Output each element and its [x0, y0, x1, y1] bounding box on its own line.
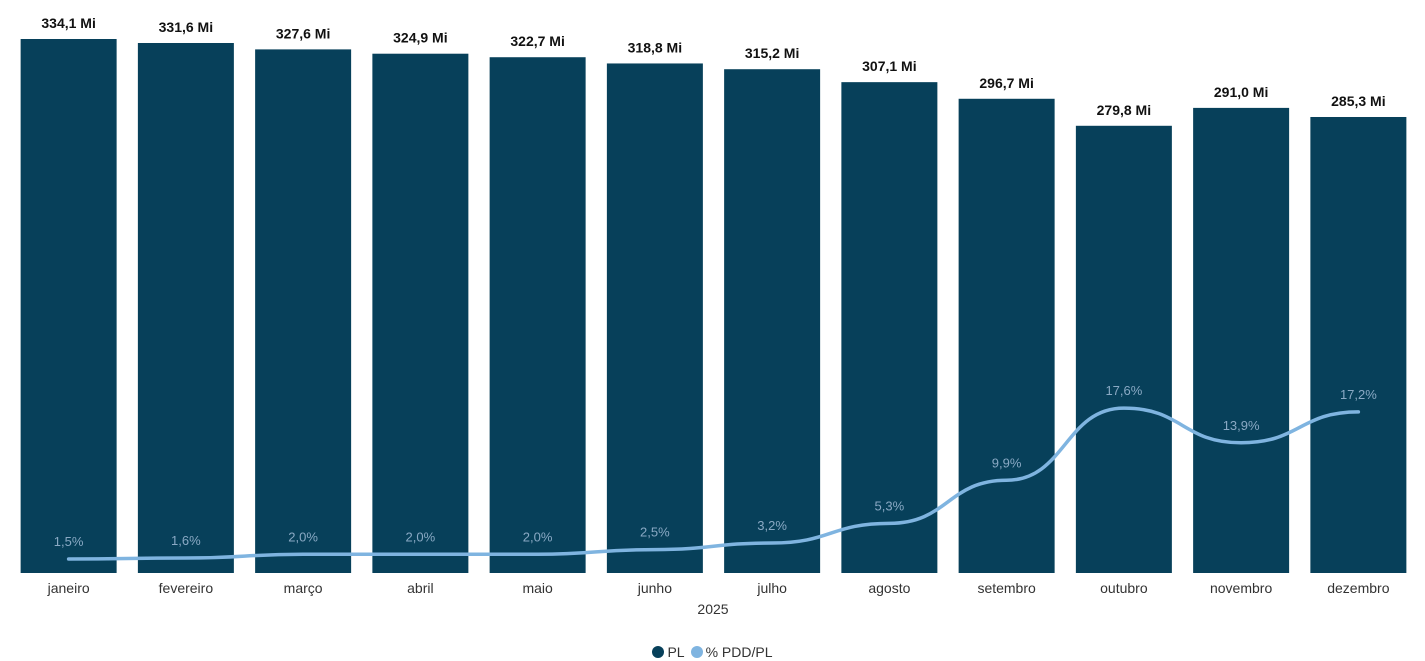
- combo-chart: 334,1 Mi 331,6 Mi 327,6 Mi 324,9 Mi 322,7 Mi…: [20, 15, 1407, 617]
- bar-dezembro[interactable]: [1310, 116, 1407, 574]
- x-axis-title: 2025: [697, 601, 728, 617]
- line-value-label: 2,0%: [523, 529, 553, 544]
- line-value-label: 1,5%: [54, 534, 84, 549]
- bar-agosto[interactable]: [841, 82, 938, 573]
- legend-dot-icon: [690, 646, 703, 658]
- x-tick-label: novembro: [1210, 580, 1272, 596]
- line-data-labels: 1,5% 1,6% 2,0% 2,0% 2,0% 2,5% 3,2% 5,3% 9,9% 17,6…: [54, 383, 1377, 549]
- x-tick-label: setembro: [977, 580, 1036, 596]
- x-tick-label: março: [284, 580, 323, 596]
- bar-abril[interactable]: [372, 53, 469, 573]
- x-axis-ticks: janeiro fevereiro março abril maio junho julho…: [47, 580, 1390, 596]
- x-tick-label: janeiro: [47, 580, 90, 596]
- bar-data-labels: 334,1 Mi 331,6 Mi 327,6 Mi 324,9 Mi 322,7 Mi…: [41, 15, 1385, 118]
- legend-label-pl: PL: [667, 644, 685, 660]
- bar-value-label: 318,8 Mi: [628, 39, 682, 55]
- bar-value-label: 322,7 Mi: [510, 33, 564, 49]
- legend-dot-icon: [652, 646, 665, 658]
- line-value-label: 5,3%: [875, 498, 905, 513]
- bar-value-label: 327,6 Mi: [276, 25, 330, 41]
- x-tick-label: abril: [407, 580, 433, 596]
- line-value-label: 3,2%: [757, 518, 787, 533]
- x-tick-label: junho: [637, 580, 672, 596]
- pdd-line[interactable]: [66, 406, 1361, 561]
- bar-julho[interactable]: [724, 69, 821, 574]
- x-tick-label: maio: [522, 580, 553, 596]
- line-value-label: 1,6%: [171, 533, 201, 548]
- bar-fevereiro[interactable]: [137, 42, 234, 574]
- bar-junho[interactable]: [606, 63, 703, 574]
- line-value-label: 2,5%: [640, 525, 670, 540]
- bar-value-label: 324,9 Mi: [393, 30, 447, 46]
- bar-janeiro[interactable]: [20, 39, 117, 573]
- line-value-label: 2,0%: [288, 529, 318, 544]
- x-tick-label: fevereiro: [159, 580, 214, 596]
- bar-value-label: 291,0 Mi: [1214, 84, 1268, 100]
- bar-value-label: 315,2 Mi: [745, 45, 799, 61]
- legend-item-pdd[interactable]: % PDD/PL: [690, 644, 773, 660]
- line-value-label: 9,9%: [992, 455, 1022, 470]
- bar-value-label: 331,6 Mi: [159, 19, 213, 35]
- bar-value-label: 279,8 Mi: [1097, 102, 1151, 118]
- bar-value-label: 285,3 Mi: [1331, 93, 1385, 109]
- line-value-label: 17,6%: [1105, 383, 1142, 398]
- bar-novembro[interactable]: [1193, 107, 1290, 573]
- line-value-label: 13,9%: [1223, 418, 1260, 433]
- bar-value-label: 307,1 Mi: [862, 58, 916, 74]
- x-tick-label: outubro: [1100, 580, 1148, 596]
- bar-value-label: 296,7 Mi: [979, 75, 1033, 91]
- x-tick-label: julho: [756, 580, 787, 596]
- bar-value-label: 334,1 Mi: [41, 15, 95, 31]
- line-value-label: 2,0%: [406, 529, 436, 544]
- x-tick-label: dezembro: [1327, 580, 1389, 596]
- bar-series-pl: [20, 39, 1407, 574]
- line-series-pdd: [66, 406, 1361, 561]
- legend-label-pdd: % PDD/PL: [705, 644, 773, 660]
- line-value-label: 17,2%: [1340, 387, 1377, 402]
- bar-outubro[interactable]: [1075, 125, 1172, 573]
- bar-março[interactable]: [255, 49, 352, 574]
- bar-maio[interactable]: [489, 57, 586, 574]
- legend-item-pl[interactable]: PL: [652, 644, 685, 660]
- x-tick-label: agosto: [868, 580, 910, 596]
- legend: PL % PDD/PL: [0, 643, 1425, 661]
- bar-setembro[interactable]: [958, 98, 1055, 573]
